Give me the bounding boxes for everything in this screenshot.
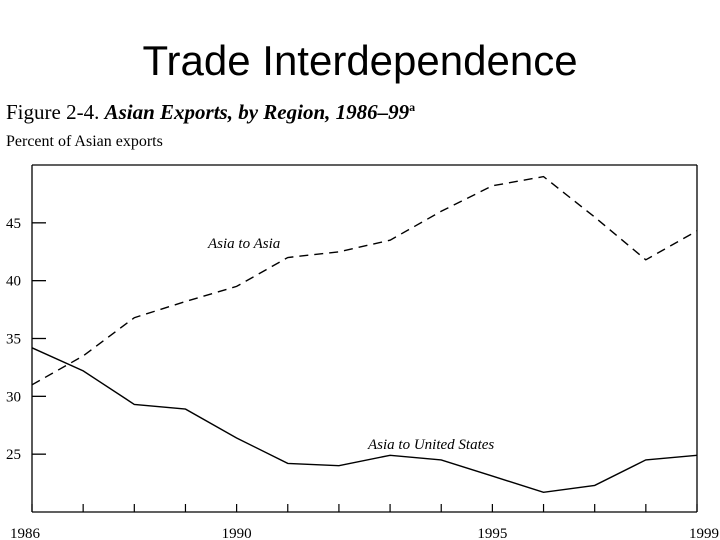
y-tick-label-35: 35 xyxy=(6,332,21,348)
chart-ticks: 25 30 35 40 45 1986 1990 1995 1999 xyxy=(6,216,719,540)
series-label-asia-to-us: Asia to United States xyxy=(367,437,494,453)
y-tick-label-25: 25 xyxy=(6,447,21,463)
y-axis-label: Percent of Asian exports xyxy=(6,133,163,150)
x-tick-label-1995: 1995 xyxy=(477,526,507,540)
figure-caption: Figure 2-4. Asian Exports, by Region, 19… xyxy=(6,100,415,125)
chart-series xyxy=(31,175,698,494)
x-tick-label-1999: 1999 xyxy=(689,526,719,540)
x-tick-label-1986: 1986 xyxy=(10,526,41,540)
series-line-asia-to-us xyxy=(31,347,698,494)
y-tick-label-45: 45 xyxy=(6,216,21,232)
figure-name: Asian Exports, by Region, 1986–99 xyxy=(104,100,410,124)
y-tick-label-40: 40 xyxy=(6,274,21,290)
series-line-asia-to-asia xyxy=(31,175,698,386)
figure-number: Figure 2-4. xyxy=(6,100,100,124)
chart-series-labels: Asia to Asia Asia to United States xyxy=(207,236,494,453)
slide-title: Trade Interdependence xyxy=(142,37,578,84)
series-label-asia-to-asia: Asia to Asia xyxy=(207,236,280,252)
x-tick-label-1990: 1990 xyxy=(222,526,252,540)
figure-note-marker: a xyxy=(409,100,416,114)
y-tick-label-30: 30 xyxy=(6,389,21,405)
